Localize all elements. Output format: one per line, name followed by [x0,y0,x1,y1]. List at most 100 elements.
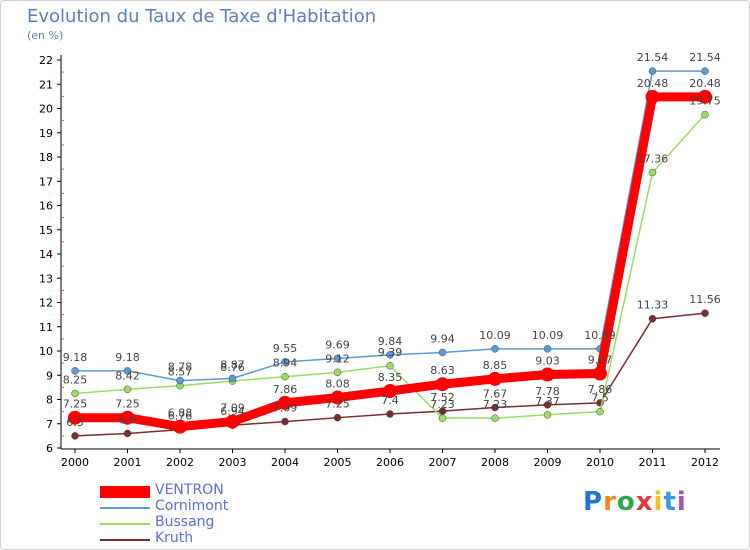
data-point-bussang [701,110,709,119]
data-label-kruth: 11.33 [637,299,669,312]
data-label-cornimont: 10.09 [584,329,616,342]
data-point-cornimont [123,367,132,375]
x-tick-label: 2005 [324,456,352,469]
data-point-ventron [698,89,712,104]
legend-item-bussang: Bussang [100,514,400,532]
logo-letter: P [583,487,604,517]
data-point-bussang [333,368,342,377]
data-label-cornimont: 9.18 [63,351,88,364]
y-tick-label: 20 [39,103,53,116]
data-label-cornimont: 9.94 [430,332,455,345]
data-point-ventron [278,395,292,410]
data-label-cornimont: 21.54 [637,51,669,64]
y-tick-label: 12 [39,297,53,310]
data-point-ventron [383,384,397,399]
data-label-bussang: 7.23 [430,398,455,411]
data-label-bussang: 8.94 [273,357,298,370]
data-label-cornimont: 9.55 [273,342,298,355]
data-point-kruth [543,401,552,409]
y-tick-label: 22 [39,54,53,67]
data-point-ventron [435,377,450,392]
data-label-kruth: 6.76 [168,410,193,423]
data-label-kruth: 7.67 [483,388,508,401]
y-tick-label: 6 [46,442,53,455]
data-label-bussang: 8.25 [63,373,88,386]
legend-label-bussang: Bussang [155,514,215,530]
data-point-ventron [540,367,555,382]
data-point-cornimont [71,367,79,375]
data-label-ventron: 7.09 [220,402,245,415]
data-label-ventron: 20.48 [637,77,669,90]
y-tick-label: 13 [39,272,53,285]
data-point-cornimont [438,348,447,357]
y-tick-label: 19 [39,127,53,140]
data-point-cornimont [543,345,552,353]
data-label-ventron: 9.07 [588,354,613,367]
y-axis-unit-label: (en %) [27,29,64,42]
logo-letter: i [653,487,664,517]
legend-item-cornimont: Cornimont [100,498,400,516]
data-point-bussang [491,414,499,422]
y-tick-label: 18 [39,151,53,164]
y-tick-label: 10 [39,345,53,358]
data-label-kruth: 7.78 [535,385,560,398]
data-point-bussang [123,385,132,394]
data-label-ventron: 8.63 [430,364,455,377]
data-point-kruth [333,413,342,422]
data-point-cornimont [648,67,657,75]
x-tick-label: 2009 [534,456,562,469]
data-label-bussang: 7.37 [535,395,560,408]
data-label-bussang: 17.36 [637,153,669,166]
data-point-bussang [71,389,79,398]
data-label-cornimont: 10.09 [532,329,564,342]
x-tick-label: 2010 [586,456,614,469]
data-point-ventron [330,390,345,405]
legend-label-kruth: Kruth [155,530,194,546]
data-point-ventron [173,419,187,434]
data-point-bussang [648,168,657,177]
data-point-ventron [68,410,82,425]
y-tick-label: 9 [46,369,53,382]
x-tick-label: 2012 [691,456,719,469]
y-tick-label: 14 [39,248,53,261]
x-tick-label: 2001 [114,456,142,469]
data-label-cornimont: 9.84 [378,335,403,348]
x-tick-label: 2003 [219,456,247,469]
y-tick-label: 8 [46,394,53,407]
legend-item-kruth: Kruth [100,530,400,548]
data-label-bussang: 7.5 [591,392,609,405]
logo-letter: t [663,487,677,517]
data-label-kruth: 6.5 [66,416,84,429]
data-point-bussang [596,407,604,416]
data-label-cornimont: 8.78 [168,361,193,374]
data-point-kruth [281,417,289,426]
data-point-cornimont [386,351,394,359]
data-point-ventron [488,371,502,386]
logo-letter: i [676,487,687,517]
logo-letter: o [616,487,636,517]
data-point-ventron [225,414,240,429]
data-label-kruth: 7.52 [430,391,455,404]
data-point-ventron [120,410,135,425]
y-tick-label: 15 [39,224,53,237]
y-tick-label: 17 [39,175,53,188]
data-label-ventron: 7.25 [63,398,88,411]
data-label-kruth: 11.56 [689,293,721,306]
data-label-ventron: 9.03 [535,355,560,368]
x-tick-label: 2008 [481,456,509,469]
data-label-kruth: 6.94 [220,405,245,418]
data-point-kruth [386,410,394,418]
data-label-bussang: 7.23 [483,398,508,411]
data-point-kruth [648,314,657,323]
series-layer [68,67,712,440]
chart-title: Evolution du Taux de Taxe d'Habitation [27,6,377,27]
data-point-bussang [543,411,552,419]
data-label-ventron: 20.48 [689,77,721,90]
y-tick-label: 7 [46,418,53,431]
data-label-kruth: 7.09 [273,402,298,415]
data-label-kruth: 7.86 [588,383,613,396]
y-tick-label: 16 [39,200,53,213]
data-point-kruth [701,309,709,317]
data-point-kruth [71,432,79,440]
